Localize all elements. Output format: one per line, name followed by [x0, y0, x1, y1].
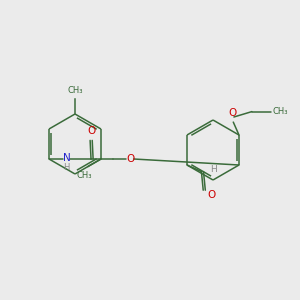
Text: CH₃: CH₃: [76, 171, 92, 180]
Text: O: O: [126, 154, 134, 164]
Text: H: H: [63, 163, 70, 172]
Text: O: O: [228, 109, 236, 118]
Text: N: N: [62, 153, 70, 163]
Text: CH₃: CH₃: [67, 86, 83, 95]
Text: H: H: [210, 165, 217, 174]
Text: O: O: [207, 190, 216, 200]
Text: CH₃: CH₃: [273, 106, 288, 116]
Text: O: O: [87, 126, 95, 136]
